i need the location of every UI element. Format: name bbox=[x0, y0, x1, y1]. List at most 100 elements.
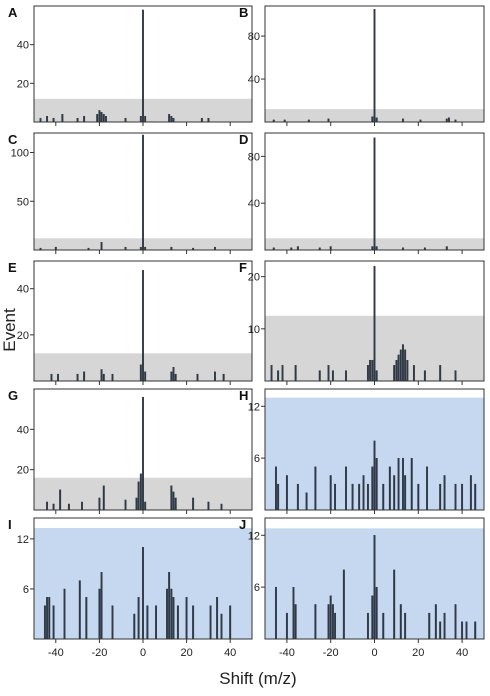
bar bbox=[111, 373, 114, 382]
bar bbox=[371, 595, 374, 640]
bar bbox=[277, 483, 280, 511]
bar bbox=[222, 373, 225, 382]
bar bbox=[373, 137, 376, 251]
bar bbox=[270, 365, 273, 382]
x-tick-label: -20 bbox=[91, 647, 107, 659]
bar bbox=[410, 457, 413, 511]
bar bbox=[174, 497, 177, 511]
bar bbox=[395, 359, 398, 382]
bar bbox=[397, 457, 400, 511]
x-axis-label: Shift (m/z) bbox=[219, 669, 296, 688]
bar bbox=[366, 365, 369, 382]
bar bbox=[373, 266, 376, 382]
y-tick-label: 80 bbox=[248, 151, 260, 163]
bar bbox=[220, 503, 223, 511]
x-tick-label: 0 bbox=[140, 647, 146, 659]
bar bbox=[426, 466, 428, 511]
bar bbox=[373, 535, 376, 640]
x-tick-label: 20 bbox=[412, 647, 424, 659]
panel-label: J bbox=[239, 517, 246, 532]
bar bbox=[176, 605, 179, 640]
bar bbox=[76, 373, 79, 382]
bar bbox=[373, 440, 376, 511]
y-tick-label: 40 bbox=[17, 40, 29, 52]
bar bbox=[275, 586, 277, 640]
bar bbox=[334, 612, 337, 640]
bar bbox=[146, 605, 149, 640]
bar bbox=[294, 365, 297, 382]
bar bbox=[285, 475, 288, 511]
bar bbox=[142, 270, 144, 382]
bar bbox=[399, 604, 402, 640]
bar bbox=[375, 246, 378, 251]
bar bbox=[96, 114, 99, 123]
bar bbox=[57, 373, 59, 382]
bar bbox=[207, 117, 210, 123]
bar bbox=[48, 597, 51, 640]
bar bbox=[371, 466, 374, 511]
x-tick-label: 40 bbox=[224, 647, 236, 659]
bar bbox=[52, 605, 55, 640]
bar bbox=[277, 370, 280, 382]
bar bbox=[102, 373, 105, 382]
y-tick-label: 20 bbox=[17, 465, 29, 477]
bar bbox=[443, 475, 446, 511]
bar bbox=[98, 497, 101, 511]
bar bbox=[314, 604, 317, 640]
panel-label: G bbox=[8, 388, 18, 403]
y-tick-label: 6 bbox=[23, 584, 29, 596]
bar bbox=[474, 483, 477, 511]
bar bbox=[275, 466, 277, 511]
bar bbox=[434, 604, 437, 640]
bar bbox=[214, 371, 216, 382]
bar bbox=[369, 359, 372, 382]
bar bbox=[454, 370, 457, 382]
bar bbox=[67, 503, 70, 511]
bar bbox=[404, 349, 407, 382]
y-tick-label: 40 bbox=[248, 74, 260, 86]
bar bbox=[412, 365, 415, 382]
bar bbox=[474, 621, 477, 640]
bar bbox=[133, 613, 136, 640]
bar bbox=[375, 457, 378, 511]
y-tick-label: 12 bbox=[248, 530, 260, 542]
bar bbox=[170, 116, 173, 123]
y-axis-label: Event bbox=[0, 308, 19, 352]
bar bbox=[439, 483, 442, 511]
bar bbox=[393, 365, 396, 382]
bar bbox=[393, 475, 396, 511]
bar bbox=[345, 466, 347, 511]
bar bbox=[371, 359, 374, 382]
bar bbox=[305, 492, 308, 511]
bar bbox=[85, 597, 88, 640]
panel-E: 20 40E bbox=[8, 260, 253, 385]
bar bbox=[155, 605, 158, 640]
bar bbox=[83, 371, 86, 382]
bar bbox=[393, 569, 396, 640]
bar bbox=[362, 475, 365, 511]
bar bbox=[172, 117, 175, 123]
bar bbox=[174, 373, 177, 382]
bar bbox=[170, 485, 173, 511]
y-tick-label: 80 bbox=[248, 31, 260, 43]
bar bbox=[423, 370, 426, 382]
bar bbox=[465, 621, 468, 640]
bar bbox=[439, 365, 442, 382]
bar bbox=[135, 497, 138, 511]
bar bbox=[375, 586, 378, 640]
bar bbox=[170, 588, 173, 640]
bar bbox=[397, 354, 400, 382]
panel-label: E bbox=[8, 260, 17, 275]
bar bbox=[229, 605, 232, 640]
x-tick-label: 20 bbox=[180, 647, 192, 659]
bar bbox=[185, 597, 188, 640]
bar bbox=[285, 612, 288, 640]
bar bbox=[469, 475, 472, 511]
bar bbox=[139, 116, 142, 123]
bar bbox=[46, 597, 49, 640]
bar bbox=[334, 483, 337, 511]
bar bbox=[137, 481, 140, 511]
bar bbox=[406, 359, 409, 382]
